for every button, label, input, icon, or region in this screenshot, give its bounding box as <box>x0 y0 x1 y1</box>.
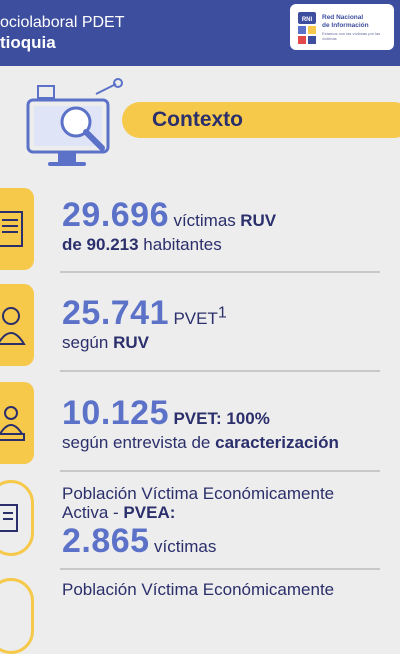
monitor-search-icon <box>26 78 123 166</box>
stat-pvea-label: Población Víctima Económicamente <box>62 484 335 503</box>
header: ociolaboral PDET tioquia RNI Red Naciona… <box>0 0 400 66</box>
person-icon <box>0 284 34 366</box>
divider <box>60 370 380 372</box>
stat-pvea-next-label: Población Víctima Económicamente <box>62 580 335 599</box>
context-pill <box>122 102 400 138</box>
report-title-line1: ociolaboral PDET <box>0 14 125 31</box>
stat-pvet-interview-source: según entrevista de caracterización <box>62 433 339 452</box>
divider <box>60 568 380 570</box>
svg-text:RNI: RNI <box>302 17 313 23</box>
stat-pvet-interview: 10.125 PVET: 100% <box>62 394 270 432</box>
stat-pvet-ruv-source: según RUV <box>62 333 149 352</box>
rni-logo-name: Red Nacional de Información <box>322 14 369 29</box>
coins-icon <box>0 578 34 654</box>
stat-ruv-population: de 90.213 habitantes <box>62 235 222 254</box>
divider <box>60 470 380 472</box>
section-title: Contexto <box>152 108 243 131</box>
stat-pvet-ruv: 25.741 PVET1 <box>62 294 227 332</box>
rni-logo-tagline: Estamos con las víctimas por las víctima… <box>322 31 381 41</box>
report-title-line2: tioquia <box>0 33 56 52</box>
rni-logo: RNI Red Nacional de Información Estamos … <box>290 4 394 50</box>
presenter-icon <box>0 382 34 464</box>
stat-pvea-label-2: Activa - PVEA: <box>62 503 176 522</box>
document-icon <box>0 188 34 270</box>
stat-ruv-victims: 29.696 víctimas RUV <box>62 196 277 234</box>
rni-logo-icon: RNI <box>298 12 316 44</box>
divider <box>60 271 380 273</box>
wallet-icon <box>0 480 34 556</box>
stat-pvea-value: 2.865 víctimas <box>62 522 217 560</box>
